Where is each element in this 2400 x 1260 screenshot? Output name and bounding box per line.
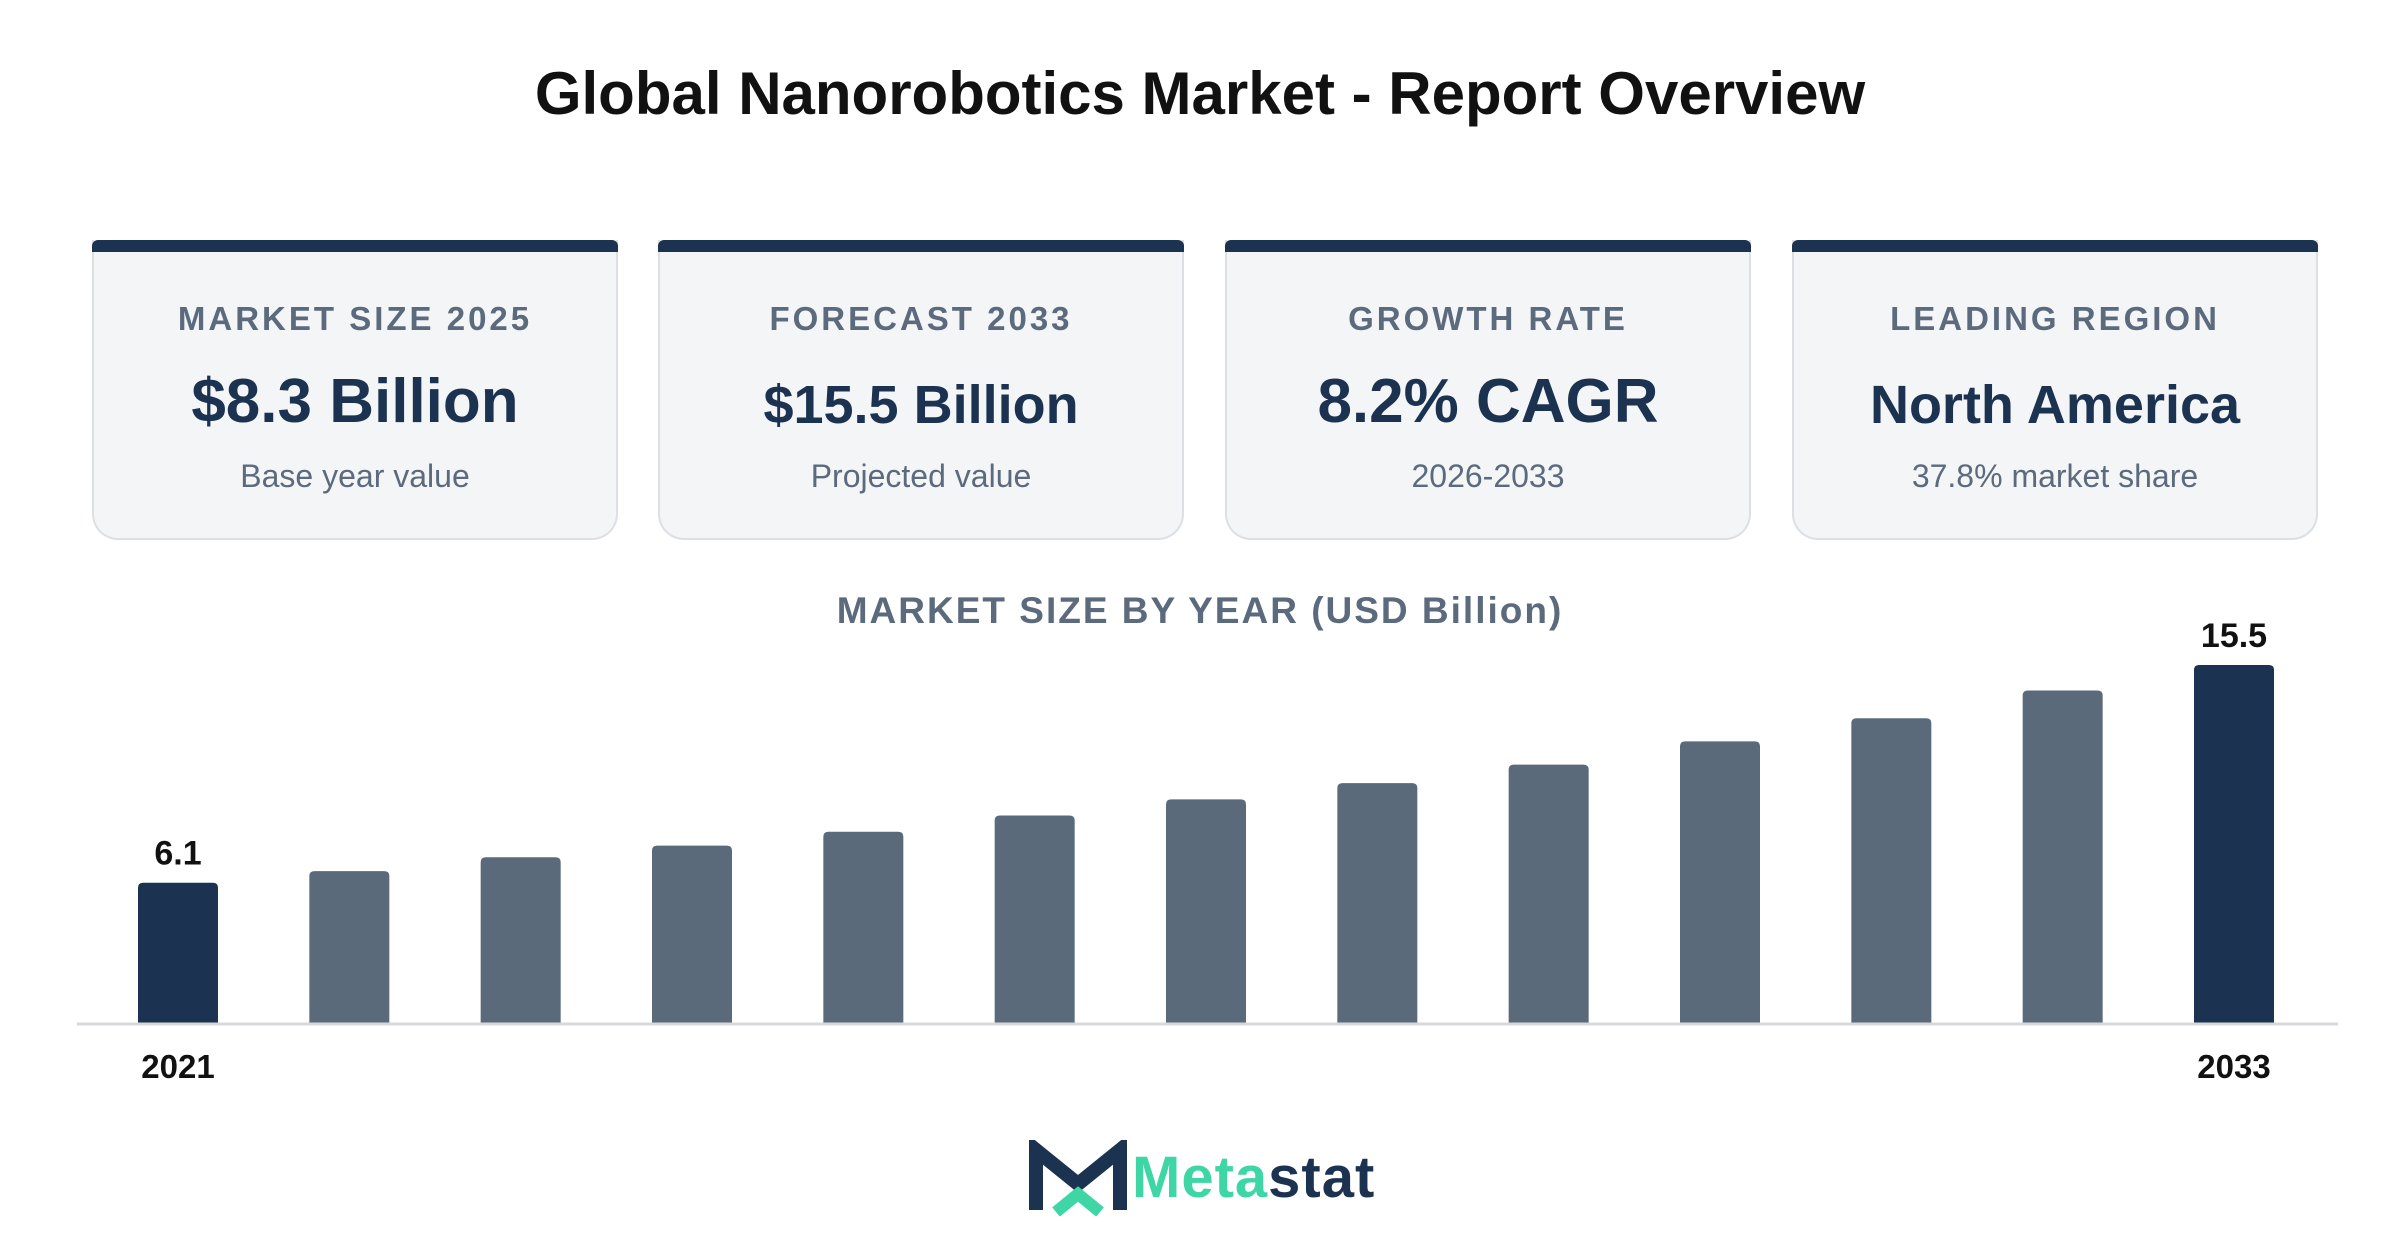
page-title: Global Nanorobotics Market - Report Over… (534, 60, 1866, 127)
label-group: 6.1 2021 15.5 2033 (141, 617, 2270, 1085)
kpi-card-forecast: FORECAST 2033 $15.5 Billion Projected va… (658, 240, 1184, 540)
tick-label-2021: 2021 (141, 1048, 214, 1085)
kpi-subtext: 37.8% market share (1911, 458, 2199, 494)
bar-2032 (2022, 690, 2103, 1024)
bar-2024 (652, 845, 732, 1024)
tick-label-2033: 2033 (2197, 1048, 2270, 1085)
kpi-subtext: Base year value (240, 458, 470, 494)
kpi-label: GROWTH RATE (1348, 300, 1628, 337)
kpi-subtext: Projected value (810, 458, 1032, 494)
logo-wordmark: Metastat (1132, 1144, 1375, 1211)
bar-2029 (1508, 764, 1589, 1024)
bar-2022 (309, 871, 390, 1024)
bar-2021 (138, 882, 218, 1024)
kpi-subtext: 2026-2033 (1411, 458, 1565, 494)
kpi-value: $15.5 Billion (763, 375, 1079, 435)
kpi-label: FORECAST 2033 (769, 300, 1073, 337)
kpi-value: North America (1869, 375, 2241, 435)
kpi-card-leading-region: LEADING REGION North America 37.8% marke… (1792, 240, 2318, 540)
value-label-2033: 15.5 (2201, 617, 2267, 655)
bar-2026 (994, 815, 1075, 1024)
kpi-label: MARKET SIZE 2025 (177, 300, 533, 337)
bar-2030 (1680, 741, 1760, 1024)
chart-title: MARKET SIZE BY YEAR (USD Billion) (836, 590, 1564, 631)
kpi-card-market-size: MARKET SIZE 2025 $8.3 Billion Base year … (92, 240, 618, 540)
bar-2028 (1337, 783, 1418, 1024)
logo-text-meta: Meta (1132, 1145, 1269, 1210)
bar-2033 (2194, 665, 2274, 1024)
kpi-value: 8.2% CAGR (1317, 367, 1659, 436)
bar-2025 (823, 831, 904, 1024)
kpi-label: LEADING REGION (1890, 300, 2220, 337)
bar-group (138, 665, 2274, 1024)
value-label-2021: 6.1 (154, 835, 201, 873)
bar-2031 (1851, 718, 1932, 1024)
kpi-value: $8.3 Billion (191, 367, 519, 436)
bar-2027 (1166, 799, 1246, 1024)
metastat-m-logo-icon (1029, 1140, 1127, 1216)
logo-text-stat: stat (1268, 1145, 1376, 1210)
bar-2023 (480, 857, 561, 1024)
kpi-row: MARKET SIZE 2025 $8.3 Billion Base year … (92, 240, 2318, 544)
kpi-card-growth-rate: GROWTH RATE 8.2% CAGR 2026-2033 (1225, 240, 1751, 540)
